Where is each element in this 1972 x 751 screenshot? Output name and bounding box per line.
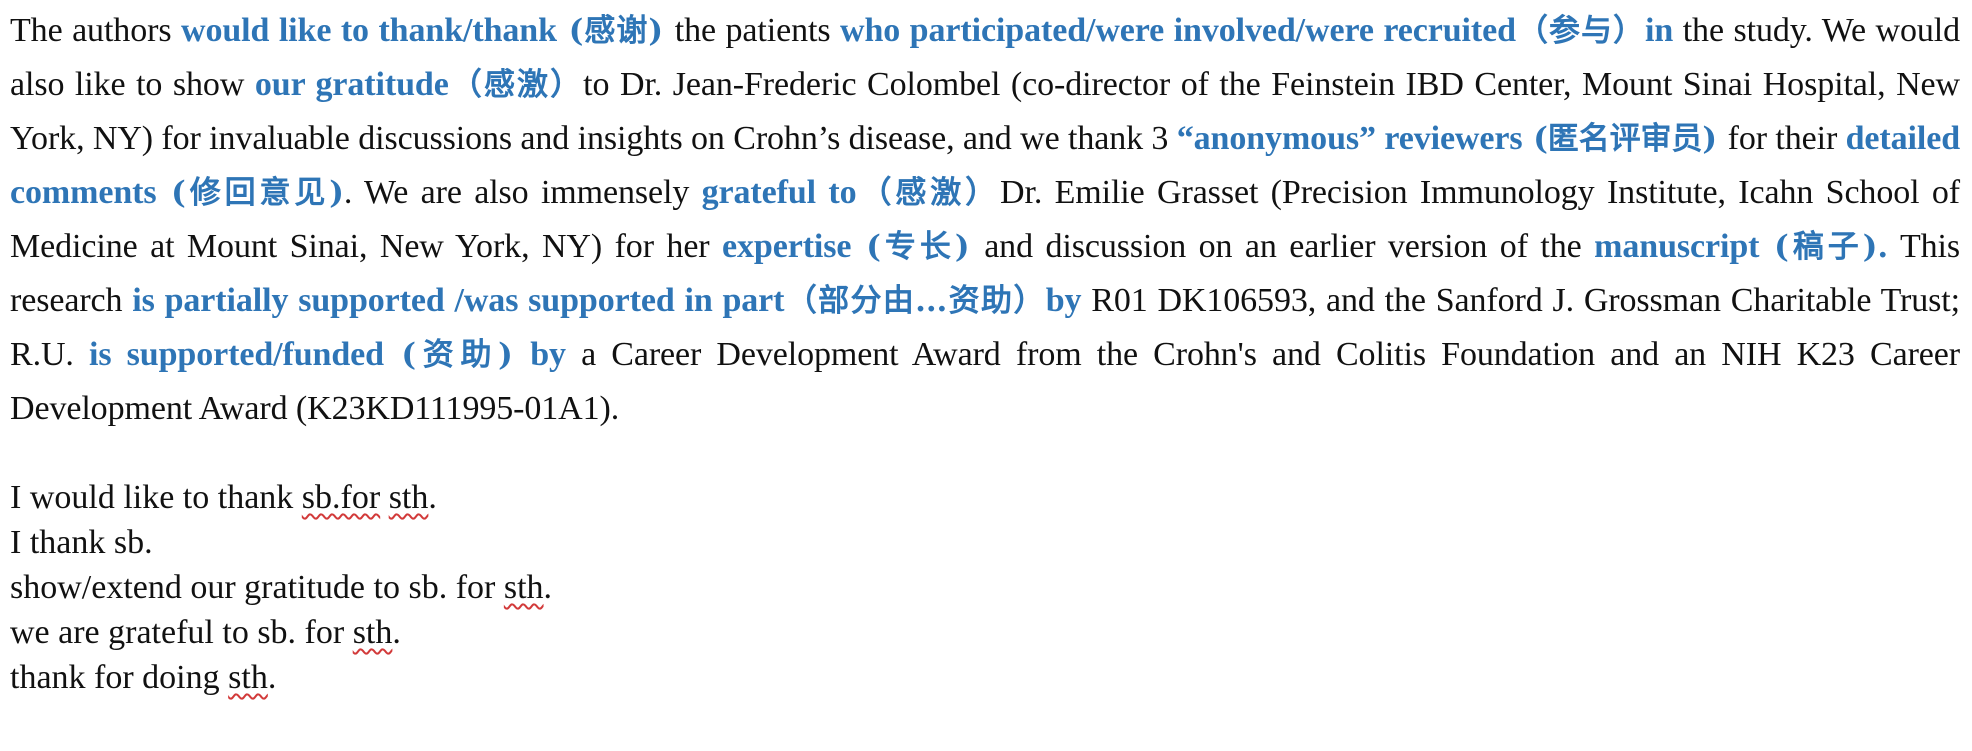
phrase-list: I would like to thank sb.for sth. I than… — [10, 475, 1960, 700]
highlighted-phrase: “anonymous” reviewers — [1176, 120, 1523, 157]
chinese-gloss: (资助) — [383, 337, 531, 373]
spellcheck-word[interactable]: sth — [388, 479, 429, 516]
text: the study. We would also like to show — [10, 12, 1960, 103]
phrase-text: . — [543, 569, 553, 606]
phrase-line: thank for doing sth. — [10, 655, 1960, 700]
phrase-text: thank for doing — [10, 659, 229, 696]
chinese-gloss: （参与） — [1515, 13, 1646, 49]
document-body: The authors would like to thank/thank (感… — [10, 4, 1960, 700]
phrase-text: . — [428, 479, 437, 516]
highlighted-phrase: grateful to — [701, 174, 857, 211]
text: to Dr. Jean-Frederic Colombel (co-direct… — [10, 66, 1960, 157]
highlighted-phrase: would like to thank/thank — [180, 12, 557, 49]
text: Dr. Emilie Grasset (Precision Immunology… — [10, 174, 1960, 265]
text: for their — [1727, 120, 1846, 157]
spellcheck-word[interactable]: sth — [352, 614, 393, 651]
phrase-text: we are grateful to sb. for — [10, 614, 353, 651]
highlighted-phrase: by — [530, 336, 566, 373]
highlighted-phrase: detailed comments — [10, 120, 1961, 211]
chinese-gloss: (修回意见) — [156, 175, 344, 211]
highlighted-phrase: who participated/were involved/were recr… — [840, 12, 1516, 49]
highlighted-phrase: in — [1645, 12, 1674, 49]
text: . We are also immensely — [343, 174, 702, 211]
chinese-gloss: (感谢) — [556, 13, 675, 49]
chinese-gloss: （感激） — [856, 175, 1001, 211]
highlighted-phrase: our gratitude — [254, 66, 449, 103]
spellcheck-word[interactable]: sth — [503, 569, 544, 606]
phrase-line: we are grateful to sb. for sth. — [10, 610, 1960, 655]
phrase-text: show/extend our gratitude to sb. for — [10, 569, 504, 606]
highlighted-phrase: manuscript — [1594, 228, 1760, 265]
phrase-line: I thank sb. — [10, 520, 1960, 565]
phrase-text: . — [267, 659, 277, 696]
text: a Career Development Award from the Croh… — [10, 336, 1961, 427]
spellcheck-word[interactable]: sth — [228, 659, 268, 696]
chinese-gloss: (专长) — [851, 229, 985, 265]
phrase-text — [380, 479, 389, 516]
phrase-text: I would like to thank — [10, 479, 302, 516]
acknowledgement-paragraph: The authors would like to thank/thank (感… — [10, 4, 1960, 435]
chinese-gloss: (匿名评审员) — [1522, 121, 1728, 157]
phrase-text: . — [392, 614, 401, 651]
text: This research — [10, 228, 1960, 319]
text: the patients — [674, 12, 840, 49]
text: and discussion on an earlier version of … — [984, 228, 1595, 265]
phrase-text: I thank sb. — [10, 524, 153, 561]
highlighted-phrase: expertise — [722, 228, 852, 265]
blank-line — [10, 435, 1960, 475]
highlighted-phrase: is partially supported /was supported in… — [132, 282, 785, 319]
chinese-gloss: (稿子). — [1759, 229, 1889, 265]
phrase-line: I would like to thank sb.for sth. — [10, 475, 1960, 520]
spellcheck-word[interactable]: sb.for — [301, 479, 381, 516]
phrase-line: show/extend our gratitude to sb. for sth… — [10, 565, 1960, 610]
chinese-gloss: （部分由...资助） — [784, 283, 1046, 319]
highlighted-phrase: is supported/funded — [89, 336, 384, 373]
chinese-gloss: （感激） — [448, 67, 584, 103]
text: The authors — [10, 12, 181, 49]
text: R01 DK106593, and the Sanford J. Grossma… — [10, 282, 1960, 373]
highlighted-phrase: by — [1045, 282, 1082, 319]
